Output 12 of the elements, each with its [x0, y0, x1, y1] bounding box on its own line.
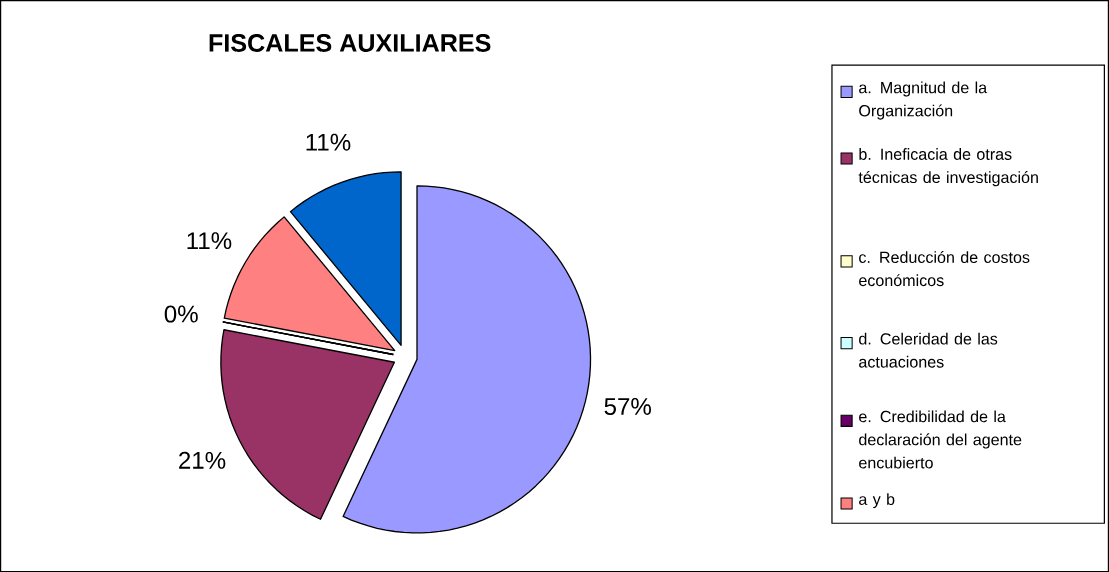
- chart-title: FISCALES AUXILIARES: [209, 33, 491, 52]
- data-label: 57%: [604, 397, 651, 415]
- legend-label: c. Reducción de costos económicos: [859, 250, 1030, 287]
- legend-label: b. Ineficacia de otras técnicas de investigación: [858, 147, 1038, 187]
- legend-label: d. Celeridad de las actuaciones: [859, 332, 998, 368]
- data-label: 11%: [306, 133, 351, 151]
- legend-label: a y b: [859, 493, 895, 509]
- legend-label: a. Magnitud de la Organización: [859, 81, 988, 120]
- text: 0%: [164, 305, 198, 323]
- legend-label: e. Credibilidad de la declaración del agente encubierto: [859, 410, 1022, 469]
- data-label: 11%: [187, 232, 232, 249]
- data-label: 21%: [179, 451, 226, 469]
